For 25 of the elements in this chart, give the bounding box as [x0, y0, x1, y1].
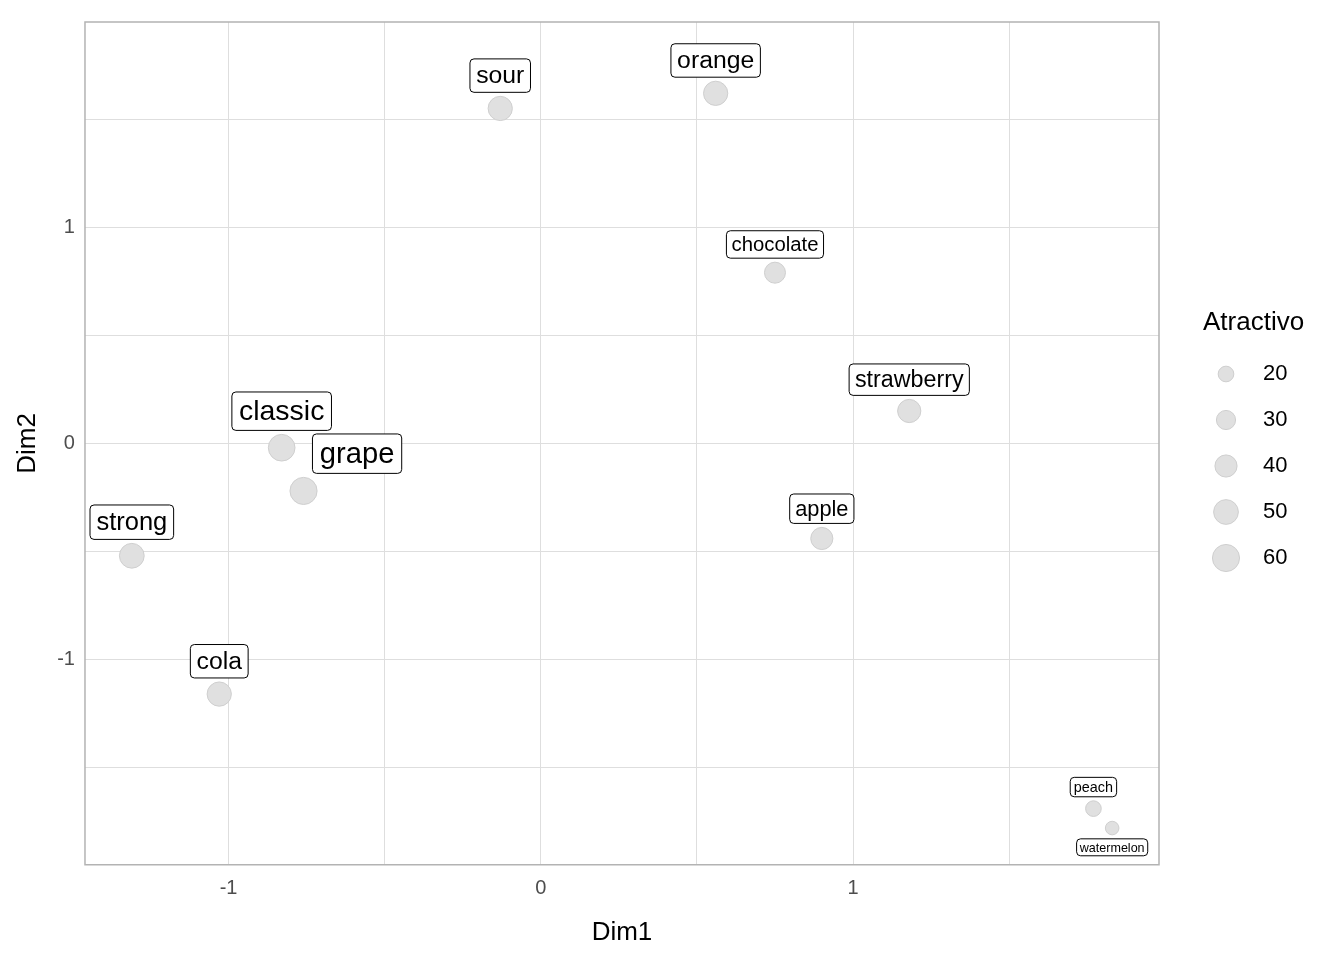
x-tick-label: 1: [847, 876, 859, 899]
legend-label: 20: [1263, 360, 1288, 386]
data-label: strawberry: [854, 366, 964, 393]
x-tick-label: -1: [219, 876, 238, 899]
data-label: grape: [319, 436, 395, 469]
data-label: strong: [96, 507, 168, 536]
legend-label: 50: [1263, 498, 1288, 524]
legend-label: 60: [1263, 544, 1288, 570]
data-label: peach: [1073, 779, 1114, 796]
legend-label: 40: [1263, 452, 1288, 478]
data-label: watermelon: [1078, 840, 1145, 855]
data-label: cola: [196, 647, 243, 675]
data-label: sour: [476, 61, 525, 89]
x-axis-title: Dim1: [591, 915, 653, 946]
y-tick-label: -1: [57, 647, 75, 670]
y-axis-title: Dim2: [10, 413, 41, 474]
legend-title: Atractivo: [1203, 306, 1305, 337]
x-tick-label: 0: [535, 876, 547, 899]
y-tick-label: 0: [63, 430, 75, 453]
data-label: apple: [795, 495, 849, 521]
data-label: classic: [238, 394, 325, 427]
data-label: chocolate: [731, 233, 819, 256]
y-tick-label: 1: [63, 214, 75, 237]
legend-label: 30: [1263, 406, 1288, 432]
data-label: orange: [677, 46, 755, 74]
